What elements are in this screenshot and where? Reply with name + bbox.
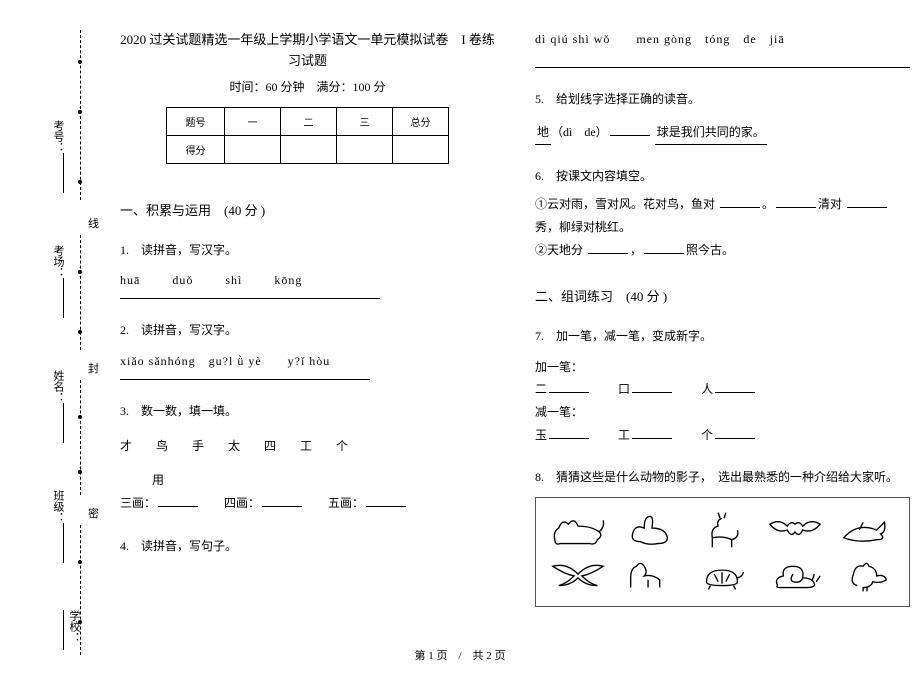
question-4: 4. 读拼音，写句子。 <box>120 535 495 558</box>
dot <box>78 60 82 64</box>
pinyin-line: xiǎo sǎnhóng gu?l ǜ yè y?ǐ hòu <box>120 350 495 373</box>
q7-sub-label: 减一笔： <box>535 401 910 424</box>
dot <box>78 415 82 419</box>
binding-strip: 考号： 考场： 姓名： 班级： 学校： 线 封 密 <box>0 0 90 681</box>
snail-icon <box>766 554 824 594</box>
paper-title: 2020 过关试题精选一年级上学期小学语文一单元模拟试卷 I 卷练 习试题 <box>120 30 495 72</box>
th-col: 三 <box>337 107 393 135</box>
rabbit-icon <box>621 510 679 550</box>
stroke-blanks: 三画： 四画： 五画： <box>120 492 495 515</box>
dot <box>78 180 82 184</box>
dot <box>78 330 82 334</box>
shark-icon <box>838 510 896 550</box>
answer-line <box>120 379 370 380</box>
q3-text: 3. 数一数，填一填。 <box>120 400 495 423</box>
rooster-icon <box>838 554 896 594</box>
q7-add-label: 加一笔： <box>535 356 910 379</box>
char-row-indent: 用 <box>120 469 495 492</box>
q8-text: 8. 猜猜这些是什么动物的影子， 选出最熟悉的一种介绍给大家听。 <box>535 467 910 487</box>
q6-line2: ②天地分 ，照今古。 <box>535 239 910 262</box>
deer-icon <box>693 510 751 550</box>
pinyin-top: dì qiú shì wǒ men gòng tóng de jiā <box>535 30 910 47</box>
td-blank <box>225 135 281 163</box>
question-3: 3. 数一数，填一填。 才 鸟 手 太 四 工 个 用 三画： 四画： 五画： <box>120 400 495 515</box>
camel-icon <box>621 554 679 594</box>
q2-text: 2. 读拼音，写汉字。 <box>120 319 495 342</box>
q7-sub-items: 玉 工 个 <box>535 424 910 447</box>
seal-line <box>80 525 81 655</box>
eagle-icon <box>549 554 607 594</box>
seal-char-3: 密 <box>88 505 99 521</box>
column-right: dì qiú shì wǒ men gòng tóng de jiā 5. 给划… <box>535 30 910 607</box>
label-banji: 班级： <box>52 490 64 523</box>
q5-line: 地（dì de） 球是我们共同的家。 <box>535 121 910 145</box>
pinyin: kōng <box>274 269 302 292</box>
label-xingming: 姓名： <box>52 370 64 403</box>
td-blank <box>337 135 393 163</box>
section-1-heading: 一、积累与运用 (40 分 ) <box>120 200 495 219</box>
q6-text: 6. 按课文内容填空。 <box>535 165 910 188</box>
question-5: 5. 给划线字选择正确的读音。 地（dì de） 球是我们共同的家。 <box>535 88 910 145</box>
section-2-heading: 二、组词练习 (40 分 ) <box>535 286 910 305</box>
q5-text: 5. 给划线字选择正确的读音。 <box>535 88 910 111</box>
label-xuexiao: 学校： <box>68 610 80 643</box>
question-2: 2. 读拼音，写汉字。 xiǎo sǎnhóng gu?l ǜ yè y?ǐ h… <box>120 319 495 380</box>
pinyin: shì <box>225 269 242 292</box>
td-blank <box>393 135 449 163</box>
seal-line <box>80 30 81 200</box>
pinyin: duǒ <box>172 269 193 292</box>
td-blank <box>281 135 337 163</box>
pinyin: huā <box>120 269 140 292</box>
th-col: 二 <box>281 107 337 135</box>
dot <box>78 110 82 114</box>
th-total: 总分 <box>393 107 449 135</box>
q6-line1: ①云对雨，雪对风。花对鸟，鱼对 。清对 秀，柳绿对桃红。 <box>535 193 910 239</box>
td-label: 得分 <box>167 135 225 163</box>
seal-char-1: 线 <box>88 215 99 231</box>
turtle-icon <box>693 554 751 594</box>
cat-icon <box>549 510 607 550</box>
q7-text: 7. 加一笔，减一笔，变成新字。 <box>535 325 910 348</box>
answer-line <box>535 67 910 68</box>
th-label: 题号 <box>167 107 225 135</box>
bat-icon <box>766 510 824 550</box>
animal-shadows-box <box>535 497 910 607</box>
question-1: 1. 读拼音，写汉字。 huā duǒ shì kōng <box>120 239 495 300</box>
time-score: 时间：60 分钟 满分：100 分 <box>120 78 495 95</box>
char-row: 才 鸟 手 太 四 工 个 <box>120 435 495 458</box>
seal-char-2: 封 <box>88 360 99 376</box>
th-col: 一 <box>225 107 281 135</box>
label-kaohao: 考号： <box>52 120 64 153</box>
answer-line <box>120 298 380 299</box>
question-7: 7. 加一笔，减一笔，变成新字。 加一笔： 二 口 人 减一笔： 玉 工 个 <box>535 325 910 447</box>
question-8: 8. 猜猜这些是什么动物的影子， 选出最熟悉的一种介绍给大家听。 <box>535 467 910 607</box>
label-kaochang: 考场： <box>52 245 64 278</box>
score-table: 题号 一 二 三 总分 得分 <box>166 107 449 164</box>
question-6: 6. 按课文内容填空。 ①云对雨，雪对风。花对鸟，鱼对 。清对 秀，柳绿对桃红。… <box>535 165 910 262</box>
column-left: 2020 过关试题精选一年级上学期小学语文一单元模拟试卷 I 卷练 习试题 时间… <box>120 30 495 607</box>
page-footer: 第 1 页 / 共 2 页 <box>0 647 920 663</box>
dot <box>78 560 82 564</box>
dot <box>78 470 82 474</box>
q7-add-items: 二 口 人 <box>535 378 910 401</box>
seal-line <box>80 380 81 495</box>
dot <box>78 620 82 624</box>
dot <box>78 270 82 274</box>
q1-text: 1. 读拼音，写汉字。 <box>120 239 495 262</box>
